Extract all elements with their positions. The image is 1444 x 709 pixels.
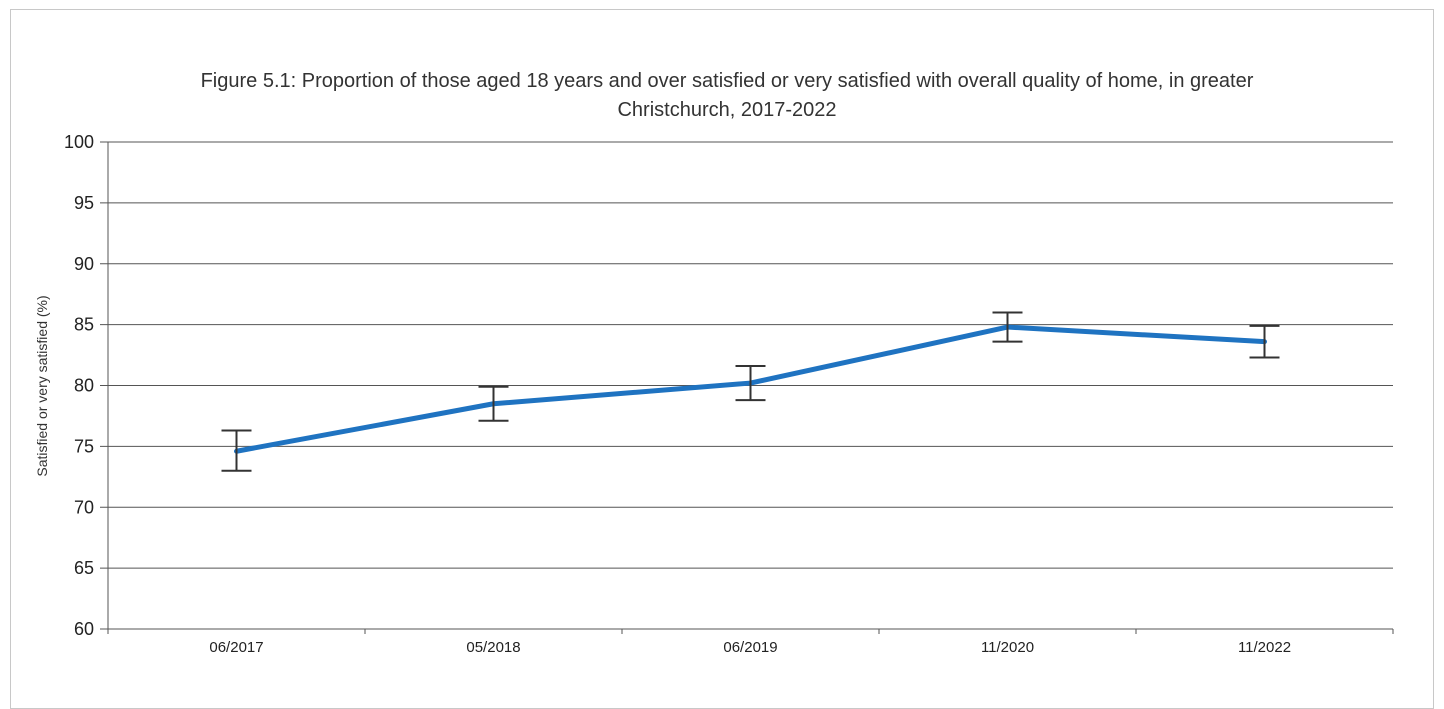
x-tick-label-05/2018: 05/2018 bbox=[466, 639, 520, 656]
x-tick-label-11/2020: 11/2020 bbox=[981, 639, 1034, 656]
y-tick-label-80: 80 bbox=[74, 376, 94, 396]
x-tick-label-11/2022: 11/2022 bbox=[1238, 639, 1291, 656]
y-tick-label-65: 65 bbox=[74, 558, 94, 578]
chart-title-line-1: Figure 5.1: Proportion of those aged 18 … bbox=[201, 70, 1254, 92]
y-tick-label-75: 75 bbox=[74, 436, 94, 456]
y-tick-label-90: 90 bbox=[74, 254, 94, 274]
y-tick-label-100: 100 bbox=[64, 132, 94, 152]
chart-title: Figure 5.1: Proportion of those aged 18 … bbox=[201, 70, 1254, 121]
error-bars bbox=[222, 312, 1280, 470]
gridlines bbox=[100, 142, 1393, 634]
y-axis-label: Satisfied or very satisfied (%) bbox=[34, 295, 50, 476]
line-chart: Figure 5.1: Proportion of those aged 18 … bbox=[0, 0, 1444, 694]
x-tick-label-06/2019: 06/2019 bbox=[723, 639, 777, 656]
y-tick-label-70: 70 bbox=[74, 497, 94, 517]
y-tick-label-60: 60 bbox=[74, 619, 94, 639]
x-tick-label-06/2017: 06/2017 bbox=[209, 639, 263, 656]
y-tick-label-95: 95 bbox=[74, 193, 94, 213]
x-tick-labels: 06/2017 05/2018 06/2019 11/2020 11/2022 bbox=[209, 639, 1291, 656]
chart-title-line-2: Christchurch, 2017-2022 bbox=[617, 99, 836, 121]
y-tick-label-85: 85 bbox=[74, 315, 94, 335]
y-tick-labels: 60 65 70 75 80 85 90 95 100 bbox=[64, 132, 94, 639]
